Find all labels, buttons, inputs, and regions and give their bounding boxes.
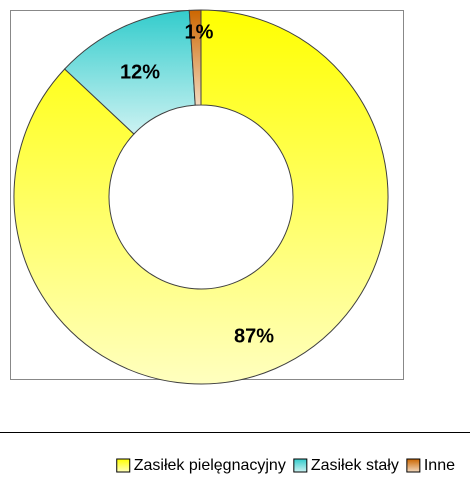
legend-label: Zasiłek stały bbox=[311, 457, 399, 474]
legend-swatch bbox=[406, 458, 421, 473]
data-label: 1% bbox=[185, 21, 214, 43]
legend-swatch bbox=[116, 458, 131, 473]
data-label: 87% bbox=[234, 325, 274, 347]
donut-slice bbox=[13, 9, 389, 385]
legend-label: Zasiłek pielęgnacyjny bbox=[134, 457, 286, 474]
data-label: 12% bbox=[120, 61, 160, 83]
legend-swatch bbox=[293, 458, 308, 473]
donut-slice bbox=[188, 9, 202, 106]
legend-label: Inne bbox=[424, 457, 455, 474]
